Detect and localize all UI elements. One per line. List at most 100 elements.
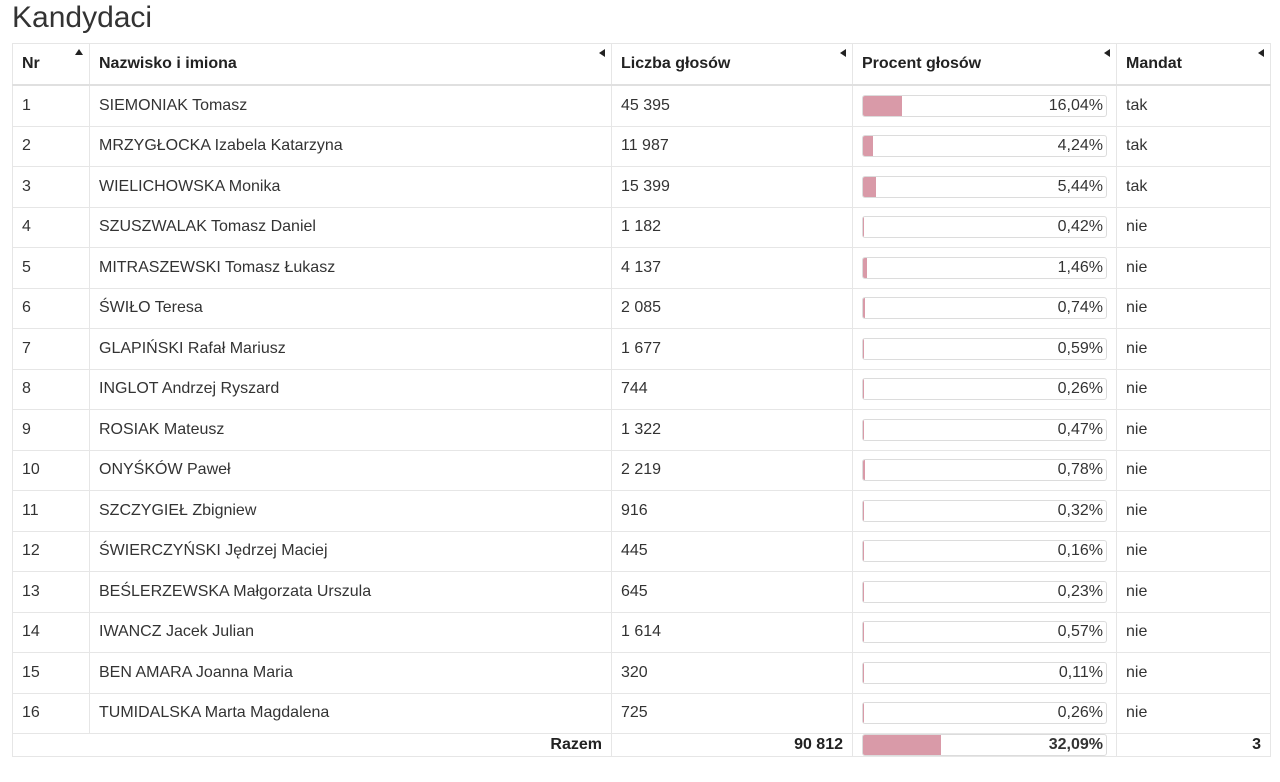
column-header-label: Liczba głosów	[621, 55, 731, 72]
candidate-percent-cell: 4,24%	[852, 125, 1117, 167]
candidate-number: 12	[12, 530, 90, 572]
candidate-votes: 320	[611, 652, 853, 694]
total-row: Razem 90 812 32,09% 3	[12, 733, 1271, 757]
percent-bar-label: 16,04%	[1048, 96, 1103, 114]
table-row: 1 SIEMONIAK Tomasz 45 395 16,04% tak	[12, 84, 1271, 127]
candidate-name: WIELICHOWSKA Monika	[89, 166, 612, 208]
candidate-percent-cell: 0,23%	[852, 571, 1117, 613]
percent-bar-label: 0,42%	[1057, 218, 1103, 236]
candidate-percent-bar: 0,16%	[862, 540, 1107, 563]
sort-ascending-icon	[75, 49, 83, 55]
candidate-mandat: nie	[1116, 449, 1271, 491]
candidate-mandat: nie	[1116, 571, 1271, 613]
column-header-name[interactable]: Nazwisko i imiona	[89, 43, 612, 86]
candidate-votes: 2 085	[611, 287, 853, 329]
candidate-name: MITRASZEWSKI Tomasz Łukasz	[89, 247, 612, 289]
candidate-number: 5	[12, 247, 90, 289]
column-header-nr[interactable]: Nr	[12, 43, 90, 86]
candidate-name: GLAPIŃSKI Rafał Mariusz	[89, 328, 612, 370]
candidate-votes: 645	[611, 571, 853, 613]
candidate-votes: 45 395	[611, 84, 853, 127]
column-header-votes[interactable]: Liczba głosów	[611, 43, 853, 86]
percent-bar-label: 0,26%	[1057, 380, 1103, 398]
candidate-number: 3	[12, 166, 90, 208]
candidate-percent-cell: 1,46%	[852, 247, 1117, 289]
candidate-percent-cell: 0,26%	[852, 368, 1117, 410]
candidate-name: SIEMONIAK Tomasz	[89, 84, 612, 127]
candidate-name: ŚWIŁO Teresa	[89, 287, 612, 329]
candidate-name: SZCZYGIEŁ Zbigniew	[89, 490, 612, 532]
table-row: 10 ONYŚKÓW Paweł 2 219 0,78% nie	[12, 449, 1271, 491]
candidate-percent-bar: 0,42%	[862, 216, 1107, 239]
candidate-votes: 744	[611, 368, 853, 410]
percent-bar-fill	[863, 217, 865, 238]
candidate-percent-bar: 4,24%	[862, 135, 1107, 158]
candidate-number: 1	[12, 84, 90, 127]
candidate-mandat: nie	[1116, 490, 1271, 532]
percent-bar-fill	[863, 622, 865, 643]
percent-bar-fill	[863, 257, 867, 278]
candidate-votes: 1 322	[611, 409, 853, 451]
candidate-name: INGLOT Andrzej Ryszard	[89, 368, 612, 410]
table-row: 12 ŚWIERCZYŃSKI Jędrzej Maciej 445 0,16% nie	[12, 530, 1271, 572]
column-header-label: Nazwisko i imiona	[99, 55, 237, 72]
candidate-name: SZUSZWALAK Tomasz Daniel	[89, 206, 612, 248]
candidate-percent-cell: 16,04%	[852, 84, 1117, 127]
candidate-number: 7	[12, 328, 90, 370]
candidate-percent-bar: 0,32%	[862, 499, 1107, 522]
candidate-votes: 15 399	[611, 166, 853, 208]
table-row: 7 GLAPIŃSKI Rafał Mariusz 1 677 0,59% nie	[12, 328, 1271, 370]
candidate-percent-cell: 0,59%	[852, 328, 1117, 370]
column-header-percent[interactable]: Procent głosów	[852, 43, 1117, 86]
table-row: 13 BEŚLERZEWSKA Małgorzata Urszula 645 0,23…	[12, 571, 1271, 613]
candidate-percent-bar: 0,47%	[862, 418, 1107, 441]
candidates-table: Nr Nazwisko i imiona Liczba głosów Proce…	[12, 43, 1271, 757]
candidate-votes: 1 677	[611, 328, 853, 370]
percent-bar-label: 0,59%	[1057, 339, 1103, 357]
candidate-number: 15	[12, 652, 90, 694]
candidate-percent-bar: 0,26%	[862, 378, 1107, 401]
candidate-percent-cell: 0,32%	[852, 490, 1117, 532]
table-header-row: Nr Nazwisko i imiona Liczba głosów Proce…	[12, 43, 1271, 86]
percent-bar-fill	[863, 419, 865, 440]
table-row: 8 INGLOT Andrzej Ryszard 744 0,26% nie	[12, 368, 1271, 410]
total-percent-bar: 32,09%	[862, 734, 1107, 756]
candidate-percent-cell: 0,42%	[852, 206, 1117, 248]
candidate-percent-cell: 0,11%	[852, 652, 1117, 694]
sort-indicator-icon	[1104, 49, 1110, 57]
percent-bar-label: 0,11%	[1058, 663, 1103, 681]
candidate-name: ŚWIERCZYŃSKI Jędrzej Maciej	[89, 530, 612, 572]
percent-bar-fill	[863, 379, 864, 400]
candidate-name: BEN AMARA Joanna Maria	[89, 652, 612, 694]
percent-bar-fill	[863, 735, 941, 755]
candidate-mandat: nie	[1116, 652, 1271, 694]
candidate-number: 16	[12, 692, 90, 734]
candidate-mandat: nie	[1116, 530, 1271, 572]
table-row: 6 ŚWIŁO Teresa 2 085 0,74% nie	[12, 287, 1271, 329]
candidate-percent-cell: 0,57%	[852, 611, 1117, 653]
candidate-number: 11	[12, 490, 90, 532]
candidate-mandat: nie	[1116, 692, 1271, 734]
candidate-mandat: tak	[1116, 125, 1271, 167]
percent-bar-label: 5,44%	[1057, 177, 1103, 195]
candidate-percent-bar: 16,04%	[862, 94, 1107, 117]
percent-bar-fill	[863, 703, 864, 724]
percent-bar-fill	[863, 298, 865, 319]
column-header-mandat[interactable]: Mandat	[1116, 43, 1271, 86]
candidate-percent-cell: 0,26%	[852, 692, 1117, 734]
table-row: 5 MITRASZEWSKI Tomasz Łukasz 4 137 1,46% nie	[12, 247, 1271, 289]
table-row: 3 WIELICHOWSKA Monika 15 399 5,44% tak	[12, 166, 1271, 208]
candidate-mandat: tak	[1116, 84, 1271, 127]
table-body: 1 SIEMONIAK Tomasz 45 395 16,04% tak 2 MRZYGŁO…	[12, 84, 1271, 734]
candidate-votes: 2 219	[611, 449, 853, 491]
total-percent-cell: 32,09%	[852, 733, 1117, 757]
candidate-votes: 445	[611, 530, 853, 572]
candidate-votes: 1 182	[611, 206, 853, 248]
candidate-number: 13	[12, 571, 90, 613]
percent-bar-fill	[863, 500, 864, 521]
candidate-percent-cell: 0,16%	[852, 530, 1117, 572]
percent-bar-label: 1,46%	[1057, 258, 1103, 276]
candidate-percent-bar: 0,78%	[862, 459, 1107, 482]
candidate-mandat: nie	[1116, 328, 1271, 370]
table-row: 11 SZCZYGIEŁ Zbigniew 916 0,32% nie	[12, 490, 1271, 532]
